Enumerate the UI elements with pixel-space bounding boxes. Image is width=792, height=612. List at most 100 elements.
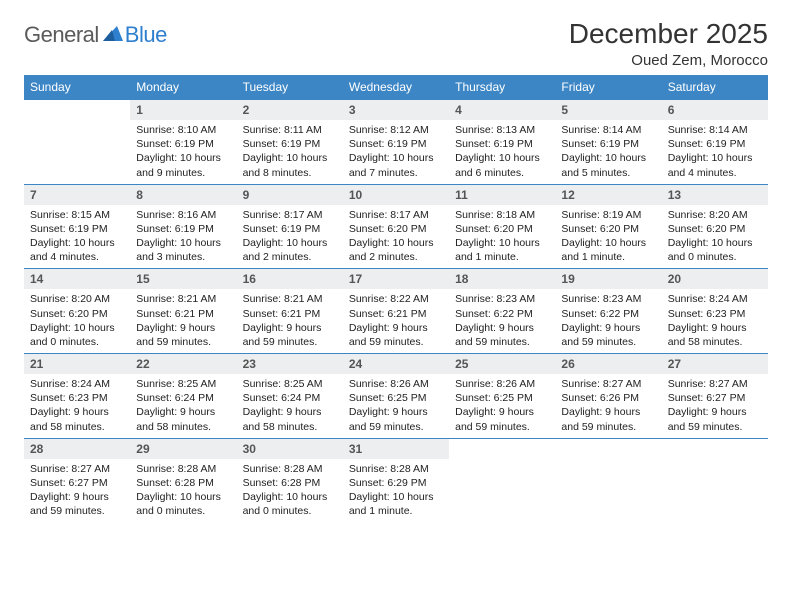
daylight-text: Daylight: 10 hours and 8 minutes. (243, 151, 337, 179)
sunset-text: Sunset: 6:19 PM (136, 137, 230, 151)
day-number: 10 (343, 185, 449, 205)
sunset-text: Sunset: 6:20 PM (561, 222, 655, 236)
sunrise-text: Sunrise: 8:24 AM (30, 377, 124, 391)
daylight-text: Daylight: 9 hours and 59 minutes. (349, 321, 443, 349)
calendar-day-cell: 14Sunrise: 8:20 AMSunset: 6:20 PMDayligh… (24, 269, 130, 354)
weekday-header: Friday (555, 75, 661, 100)
day-info: Sunrise: 8:15 AMSunset: 6:19 PMDaylight:… (24, 205, 130, 269)
calendar-day-cell: 26Sunrise: 8:27 AMSunset: 6:26 PMDayligh… (555, 354, 661, 439)
daylight-text: Daylight: 10 hours and 1 minute. (349, 490, 443, 518)
day-number: 3 (343, 100, 449, 120)
sunrise-text: Sunrise: 8:20 AM (30, 292, 124, 306)
day-number: 30 (237, 439, 343, 459)
sunset-text: Sunset: 6:21 PM (136, 307, 230, 321)
sunrise-text: Sunrise: 8:16 AM (136, 208, 230, 222)
sunrise-text: Sunrise: 8:21 AM (136, 292, 230, 306)
daylight-text: Daylight: 10 hours and 9 minutes. (136, 151, 230, 179)
daylight-text: Daylight: 10 hours and 0 minutes. (30, 321, 124, 349)
calendar-day-cell: 21Sunrise: 8:24 AMSunset: 6:23 PMDayligh… (24, 354, 130, 439)
sunrise-text: Sunrise: 8:20 AM (668, 208, 762, 222)
weekday-header: Saturday (662, 75, 768, 100)
sunrise-text: Sunrise: 8:13 AM (455, 123, 549, 137)
day-number: 26 (555, 354, 661, 374)
calendar-day-cell: 5Sunrise: 8:14 AMSunset: 6:19 PMDaylight… (555, 100, 661, 185)
sunset-text: Sunset: 6:23 PM (668, 307, 762, 321)
sunrise-text: Sunrise: 8:22 AM (349, 292, 443, 306)
sunset-text: Sunset: 6:20 PM (349, 222, 443, 236)
day-number: 24 (343, 354, 449, 374)
weekday-header: Sunday (24, 75, 130, 100)
day-info: Sunrise: 8:16 AMSunset: 6:19 PMDaylight:… (130, 205, 236, 269)
day-info: Sunrise: 8:17 AMSunset: 6:20 PMDaylight:… (343, 205, 449, 269)
day-info: Sunrise: 8:27 AMSunset: 6:27 PMDaylight:… (662, 374, 768, 438)
daylight-text: Daylight: 9 hours and 59 minutes. (561, 405, 655, 433)
sunset-text: Sunset: 6:27 PM (30, 476, 124, 490)
sunrise-text: Sunrise: 8:27 AM (30, 462, 124, 476)
sunrise-text: Sunrise: 8:23 AM (455, 292, 549, 306)
calendar-day-cell: 31Sunrise: 8:28 AMSunset: 6:29 PMDayligh… (343, 438, 449, 522)
calendar-day-cell: 3Sunrise: 8:12 AMSunset: 6:19 PMDaylight… (343, 100, 449, 185)
sunrise-text: Sunrise: 8:27 AM (561, 377, 655, 391)
daylight-text: Daylight: 9 hours and 58 minutes. (668, 321, 762, 349)
sunrise-text: Sunrise: 8:23 AM (561, 292, 655, 306)
calendar-day-cell: . (555, 438, 661, 522)
daylight-text: Daylight: 10 hours and 5 minutes. (561, 151, 655, 179)
calendar-day-cell: 29Sunrise: 8:28 AMSunset: 6:28 PMDayligh… (130, 438, 236, 522)
page-title: December 2025 (569, 18, 768, 50)
day-info: Sunrise: 8:25 AMSunset: 6:24 PMDaylight:… (237, 374, 343, 438)
calendar-day-cell: 9Sunrise: 8:17 AMSunset: 6:19 PMDaylight… (237, 184, 343, 269)
daylight-text: Daylight: 9 hours and 59 minutes. (30, 490, 124, 518)
day-info: Sunrise: 8:23 AMSunset: 6:22 PMDaylight:… (555, 289, 661, 353)
calendar-day-cell: 22Sunrise: 8:25 AMSunset: 6:24 PMDayligh… (130, 354, 236, 439)
day-number: 1 (130, 100, 236, 120)
day-number: 13 (662, 185, 768, 205)
sunrise-text: Sunrise: 8:26 AM (349, 377, 443, 391)
day-number: 16 (237, 269, 343, 289)
daylight-text: Daylight: 10 hours and 4 minutes. (30, 236, 124, 264)
calendar-day-cell: 1Sunrise: 8:10 AMSunset: 6:19 PMDaylight… (130, 100, 236, 185)
calendar-day-cell: 12Sunrise: 8:19 AMSunset: 6:20 PMDayligh… (555, 184, 661, 269)
calendar-day-cell: 18Sunrise: 8:23 AMSunset: 6:22 PMDayligh… (449, 269, 555, 354)
page-subtitle: Oued Zem, Morocco (569, 52, 768, 69)
daylight-text: Daylight: 10 hours and 1 minute. (455, 236, 549, 264)
sunset-text: Sunset: 6:19 PM (561, 137, 655, 151)
day-number: 14 (24, 269, 130, 289)
daylight-text: Daylight: 9 hours and 59 minutes. (349, 405, 443, 433)
sunset-text: Sunset: 6:28 PM (243, 476, 337, 490)
day-info: Sunrise: 8:12 AMSunset: 6:19 PMDaylight:… (343, 120, 449, 184)
day-info: Sunrise: 8:24 AMSunset: 6:23 PMDaylight:… (662, 289, 768, 353)
daylight-text: Daylight: 9 hours and 58 minutes. (243, 405, 337, 433)
day-number: 7 (24, 185, 130, 205)
day-number: 8 (130, 185, 236, 205)
daylight-text: Daylight: 9 hours and 59 minutes. (668, 405, 762, 433)
day-info: Sunrise: 8:22 AMSunset: 6:21 PMDaylight:… (343, 289, 449, 353)
sunset-text: Sunset: 6:19 PM (668, 137, 762, 151)
day-number: 17 (343, 269, 449, 289)
day-info: Sunrise: 8:21 AMSunset: 6:21 PMDaylight:… (130, 289, 236, 353)
day-info: Sunrise: 8:26 AMSunset: 6:25 PMDaylight:… (449, 374, 555, 438)
daylight-text: Daylight: 10 hours and 3 minutes. (136, 236, 230, 264)
sunset-text: Sunset: 6:21 PM (349, 307, 443, 321)
calendar-table: SundayMondayTuesdayWednesdayThursdayFrid… (24, 75, 768, 522)
daylight-text: Daylight: 9 hours and 59 minutes. (243, 321, 337, 349)
day-number: 2 (237, 100, 343, 120)
title-block: December 2025 Oued Zem, Morocco (569, 18, 768, 69)
calendar-week-row: 28Sunrise: 8:27 AMSunset: 6:27 PMDayligh… (24, 438, 768, 522)
day-number: 29 (130, 439, 236, 459)
day-number: 31 (343, 439, 449, 459)
calendar-day-cell: 13Sunrise: 8:20 AMSunset: 6:20 PMDayligh… (662, 184, 768, 269)
calendar-day-cell: 4Sunrise: 8:13 AMSunset: 6:19 PMDaylight… (449, 100, 555, 185)
sunrise-text: Sunrise: 8:15 AM (30, 208, 124, 222)
calendar-day-cell: 20Sunrise: 8:24 AMSunset: 6:23 PMDayligh… (662, 269, 768, 354)
calendar-day-cell: 24Sunrise: 8:26 AMSunset: 6:25 PMDayligh… (343, 354, 449, 439)
logo-sail-icon (103, 24, 123, 47)
day-info: Sunrise: 8:13 AMSunset: 6:19 PMDaylight:… (449, 120, 555, 184)
calendar-day-cell: . (24, 100, 130, 185)
sunrise-text: Sunrise: 8:17 AM (349, 208, 443, 222)
logo-word-1: General (24, 22, 99, 48)
sunrise-text: Sunrise: 8:28 AM (243, 462, 337, 476)
day-info: Sunrise: 8:21 AMSunset: 6:21 PMDaylight:… (237, 289, 343, 353)
calendar-body: .1Sunrise: 8:10 AMSunset: 6:19 PMDayligh… (24, 100, 768, 523)
calendar-day-cell: 30Sunrise: 8:28 AMSunset: 6:28 PMDayligh… (237, 438, 343, 522)
day-number: 12 (555, 185, 661, 205)
